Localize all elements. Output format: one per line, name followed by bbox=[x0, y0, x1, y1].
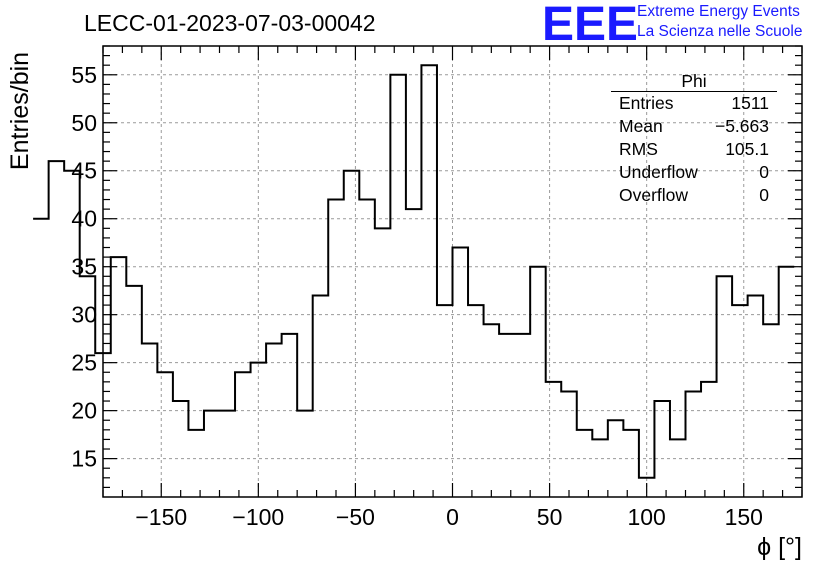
stats-row-rms: RMS 105.1 bbox=[611, 138, 777, 161]
stats-label: RMS bbox=[619, 139, 658, 159]
x-tick-label: −50 bbox=[336, 504, 375, 530]
y-tick-label: 55 bbox=[71, 62, 97, 88]
x-tick-label: 100 bbox=[627, 504, 665, 530]
stats-label: Overflow bbox=[619, 185, 689, 205]
stats-value: 0 bbox=[759, 185, 769, 205]
stats-box: Phi Entries 1511 Mean −5.663 RMS 105.1 Underfl… bbox=[611, 71, 777, 207]
stats-value: 0 bbox=[759, 162, 769, 182]
stats-box-title: Phi bbox=[611, 71, 777, 92]
stats-row-overflow: Overflow 0 bbox=[611, 184, 777, 207]
x-axis-label: ϕ [°] bbox=[757, 533, 802, 561]
x-tick-label: −100 bbox=[232, 504, 284, 530]
chart-title: LECC-01-2023-07-03-00042 bbox=[84, 10, 376, 36]
y-tick-label: 15 bbox=[71, 446, 97, 472]
y-tick-label: 25 bbox=[71, 350, 97, 376]
stats-label: Mean bbox=[619, 116, 663, 136]
y-tick-label: 45 bbox=[71, 158, 97, 184]
stats-label: Entries bbox=[619, 93, 674, 113]
y-tick-label: 40 bbox=[71, 206, 97, 232]
eee-logo-icon: EEE bbox=[542, 0, 636, 46]
y-tick-label: 20 bbox=[71, 398, 97, 424]
y-tick-label: 30 bbox=[71, 302, 97, 328]
y-tick-label: 35 bbox=[71, 254, 97, 280]
stats-value: −5.663 bbox=[714, 116, 769, 136]
logo-line-2: La Scienza nelle Scuole bbox=[637, 23, 803, 40]
histogram-series-line bbox=[33, 64, 795, 479]
svg-text:EEE: EEE bbox=[542, 0, 636, 46]
y-tick-label: 50 bbox=[71, 110, 97, 136]
stats-value: 1511 bbox=[731, 93, 769, 113]
x-tick-label: 50 bbox=[537, 504, 563, 530]
stats-value: 105.1 bbox=[725, 139, 769, 159]
stats-row-mean: Mean −5.663 bbox=[611, 115, 777, 138]
stats-row-underflow: Underflow 0 bbox=[611, 161, 777, 184]
stats-label: Underflow bbox=[619, 162, 698, 182]
x-tick-label: 150 bbox=[725, 504, 763, 530]
logo-line-1: Extreme Energy Events bbox=[637, 3, 800, 20]
x-tick-label: −150 bbox=[135, 504, 187, 530]
x-tick-label: 0 bbox=[446, 504, 459, 530]
stats-row-entries: Entries 1511 bbox=[611, 92, 777, 115]
logo-text: Extreme Energy Events La Scienza nelle S… bbox=[637, 2, 802, 42]
